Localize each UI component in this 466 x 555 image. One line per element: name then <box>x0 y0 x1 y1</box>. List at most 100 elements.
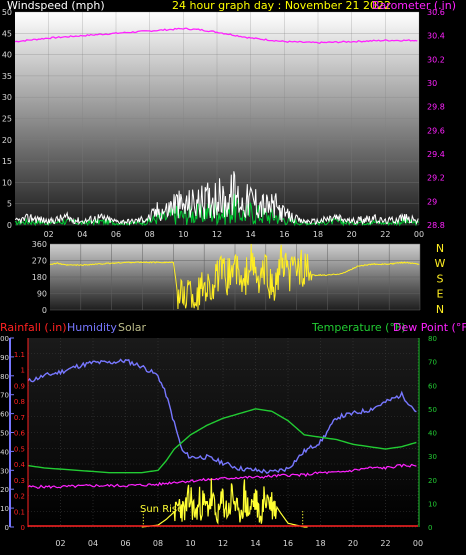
wind-direction-series-line <box>49 243 420 311</box>
wind-y-tick-label: 40 <box>2 51 12 60</box>
lower-x-tick-label: 04 <box>88 539 98 548</box>
humidity-series-line <box>27 358 417 474</box>
direction-y-tick-label: 360 <box>32 240 47 249</box>
x-tick-label: 20 <box>347 230 357 239</box>
compass-label: W <box>435 257 446 270</box>
baro-y-tick-label: 28.8 <box>427 221 445 230</box>
x-tick-label: 00 <box>414 230 424 239</box>
temperature-y-tick-label: 10 <box>428 500 437 508</box>
baro-y-tick-label: 30.6 <box>427 8 445 17</box>
baro-y-tick-label: 29.8 <box>427 103 445 112</box>
lower-x-tick-label: 00 <box>413 539 423 548</box>
sunrise-annotation: Sun Rise <box>140 504 183 515</box>
lower-x-tick-label: 20 <box>348 539 358 548</box>
wind-y-tick-label: 0 <box>7 221 12 230</box>
x-tick-label: 12 <box>212 230 222 239</box>
rain-y-tick-label: 0.7 <box>14 414 25 422</box>
rain-legend-label: Rainfall (.in) <box>0 321 67 334</box>
series-layer <box>14 27 420 528</box>
temperature-y-tick-label: 80 <box>428 335 437 343</box>
wind-y-tick-label: 5 <box>7 200 12 209</box>
wind-axis-label: Windspeed (mph) <box>7 0 105 12</box>
rain-y-tick-label: 0 <box>21 524 25 532</box>
humidity-y-tick-label: 10 <box>0 505 9 513</box>
humidity-y-tick-label: 80 <box>0 373 9 381</box>
temperature-legend-label: Temperature (°F) <box>311 321 406 334</box>
humidity-y-tick-label: 70 <box>0 392 9 400</box>
lower-x-tick-label: 08 <box>153 539 163 548</box>
baro-y-tick-label: 30.2 <box>427 55 445 64</box>
lower-x-tick-label: 16 <box>283 539 293 548</box>
compass-label: N <box>436 303 444 316</box>
lower-x-tick-label: 06 <box>120 539 130 548</box>
direction-y-tick-label: 270 <box>32 257 47 266</box>
dewpoint-series-line <box>27 463 417 489</box>
rain-y-tick-label: 0.1 <box>14 508 25 516</box>
direction-y-tick-label: 90 <box>37 290 47 299</box>
x-tick-label: 02 <box>44 230 54 239</box>
wind-y-tick-label: 35 <box>2 72 12 81</box>
humidity-y-tick-label: 0 <box>5 524 9 532</box>
temperature-y-tick-label: 30 <box>428 453 437 461</box>
baro-y-tick-label: 30.4 <box>427 32 445 41</box>
baro-y-tick-label: 30 <box>427 79 437 88</box>
x-tick-label: 22 <box>380 230 390 239</box>
baro-y-tick-label: 29.4 <box>427 150 445 159</box>
x-tick-label: 08 <box>145 230 155 239</box>
wind-y-tick-label: 45 <box>2 29 12 38</box>
rain-y-tick-label: 0.3 <box>14 477 25 485</box>
temperature-y-tick-label: 20 <box>428 477 437 485</box>
humidity-y-tick-label: 30 <box>0 467 9 475</box>
x-tick-label: 16 <box>279 230 289 239</box>
x-tick-label: 04 <box>77 230 87 239</box>
humidity-y-tick-label: 100 <box>0 335 9 343</box>
humidity-y-tick-label: 20 <box>0 486 9 494</box>
wind-y-tick-label: 50 <box>2 8 12 17</box>
humidity-y-tick-label: 60 <box>0 411 9 419</box>
axes-layer: 0510152025303540455028.82929.229.429.629… <box>0 8 446 548</box>
compass-label: N <box>436 242 444 255</box>
wind-y-tick-label: 30 <box>2 93 12 102</box>
temperature-y-tick-label: 50 <box>428 406 437 414</box>
humidity-y-tick-label: 40 <box>0 448 9 456</box>
baro-y-tick-label: 29 <box>427 197 437 206</box>
wind-y-tick-label: 25 <box>2 115 12 124</box>
windspeed-series-line <box>14 171 419 227</box>
temperature-y-tick-label: 60 <box>428 382 437 390</box>
wind-y-tick-label: 15 <box>2 157 12 166</box>
humidity-y-tick-label: 50 <box>0 430 9 438</box>
baro-axis-label: Barometer (.in) <box>372 0 456 12</box>
solar-series-line <box>141 478 308 528</box>
barometer-series-line <box>14 27 418 45</box>
humidity-y-tick-label: 90 <box>0 354 9 362</box>
rain-y-tick-label: 0.5 <box>14 445 25 453</box>
lower-x-tick-label: 22 <box>380 539 390 548</box>
compass-label: S <box>437 272 444 285</box>
humidity-legend-label: Humidity <box>67 321 117 334</box>
solar-legend-label: Solar <box>118 321 147 334</box>
lower-x-tick-label: 14 <box>250 539 260 548</box>
baro-y-tick-label: 29.6 <box>427 126 445 135</box>
x-tick-label: 06 <box>111 230 121 239</box>
rain-y-tick-label: 0.8 <box>14 398 25 406</box>
temperature-series-line <box>27 408 417 474</box>
rain-y-tick-label: 0.6 <box>14 430 26 438</box>
direction-y-tick-label: 0 <box>42 306 47 315</box>
temperature-y-tick-label: 0 <box>428 524 432 532</box>
direction-y-tick-label: 180 <box>32 273 47 282</box>
lower-x-tick-label: 02 <box>55 539 65 548</box>
temperature-y-tick-label: 70 <box>428 359 437 367</box>
x-tick-label: 10 <box>178 230 188 239</box>
x-tick-label: 18 <box>313 230 323 239</box>
gust-series-line <box>14 193 420 227</box>
lower-x-tick-label: 12 <box>218 539 228 548</box>
rain-y-tick-label: 1.1 <box>14 351 25 359</box>
x-tick-label: 14 <box>246 230 256 239</box>
temperature-y-tick-label: 40 <box>428 430 437 438</box>
wind-y-tick-label: 20 <box>2 136 12 145</box>
wind-y-tick-label: 10 <box>2 178 12 187</box>
lower-x-tick-label: 10 <box>185 539 195 548</box>
rain-y-tick-label: 0.9 <box>14 382 25 390</box>
